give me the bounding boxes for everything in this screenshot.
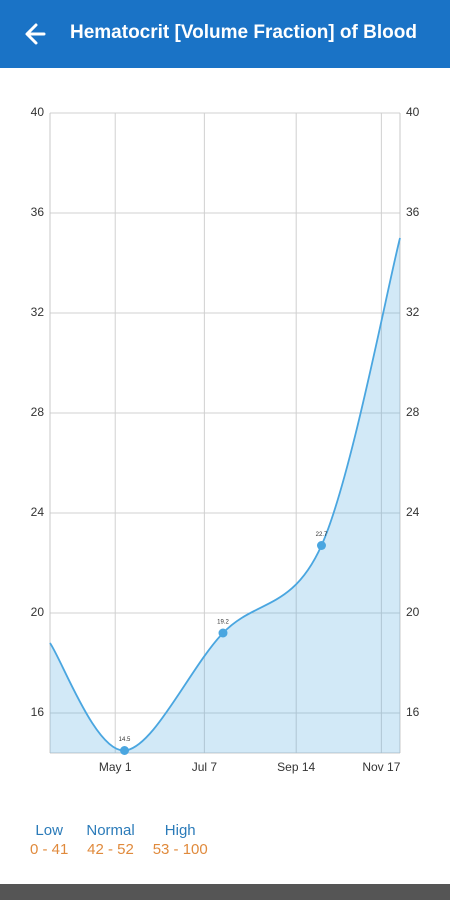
- x-tick-label: Nov 17: [362, 760, 400, 774]
- x-tick-label: Sep 14: [277, 760, 315, 774]
- legend-range: 53 - 100: [152, 841, 208, 858]
- data-point: [218, 628, 228, 638]
- line: [49, 237, 401, 752]
- data-label: 19.2: [217, 620, 229, 626]
- x-tick-label: Jul 7: [192, 760, 218, 774]
- x-tick-label: May 1: [99, 760, 132, 774]
- chart: 16 16 20 20 24 24 28 28 32 32 36 36 40 40 May 1 Jul 7 Se…: [31, 105, 420, 774]
- y2-tick-label: 32: [406, 305, 420, 319]
- legend-item: Low 0 - 41: [30, 822, 68, 858]
- data-point: [316, 541, 326, 550]
- y2-tick-label: 40: [406, 105, 420, 119]
- y-tick-label: 20: [31, 605, 45, 619]
- app-bar: Hematocrit [Volume Fraction] of Blood: [0, 0, 450, 68]
- y-tick-label: 24: [31, 505, 45, 519]
- y-tick-label: 36: [31, 205, 45, 219]
- legend: Low 0 - 41 Normal 42 - 52 High 53 - 100: [30, 822, 208, 858]
- legend-range: 0 - 41: [30, 841, 69, 858]
- nav-bar: [0, 884, 450, 900]
- legend-name: Low: [35, 822, 63, 839]
- y2-tick-label: 24: [406, 505, 420, 519]
- y2-tick-label: 20: [406, 605, 420, 619]
- legend-name: High: [164, 822, 196, 839]
- data-label: 22.7: [316, 532, 328, 538]
- legend-item: Normal 42 - 52: [86, 822, 134, 858]
- data-point: [120, 746, 130, 755]
- area-fill: [50, 238, 400, 753]
- y2-tick-label: 16: [406, 705, 420, 719]
- y-tick-label: 28: [31, 405, 45, 419]
- y-tick-label: 16: [31, 705, 45, 719]
- data-label: 14.5: [119, 737, 131, 743]
- y-tick-label: 40: [31, 105, 45, 119]
- screen-title: Hematocrit [Volume Fraction] of Blood: [70, 22, 417, 43]
- y2-tick-label: 28: [406, 405, 420, 419]
- legend-name: Normal: [86, 822, 135, 839]
- y2-tick-label: 36: [406, 205, 420, 219]
- back-button[interactable]: [22, 19, 52, 49]
- y-tick-label: 32: [31, 305, 45, 319]
- legend-range: 42 - 52: [87, 841, 134, 858]
- legend-item: High 53 - 100: [153, 822, 208, 858]
